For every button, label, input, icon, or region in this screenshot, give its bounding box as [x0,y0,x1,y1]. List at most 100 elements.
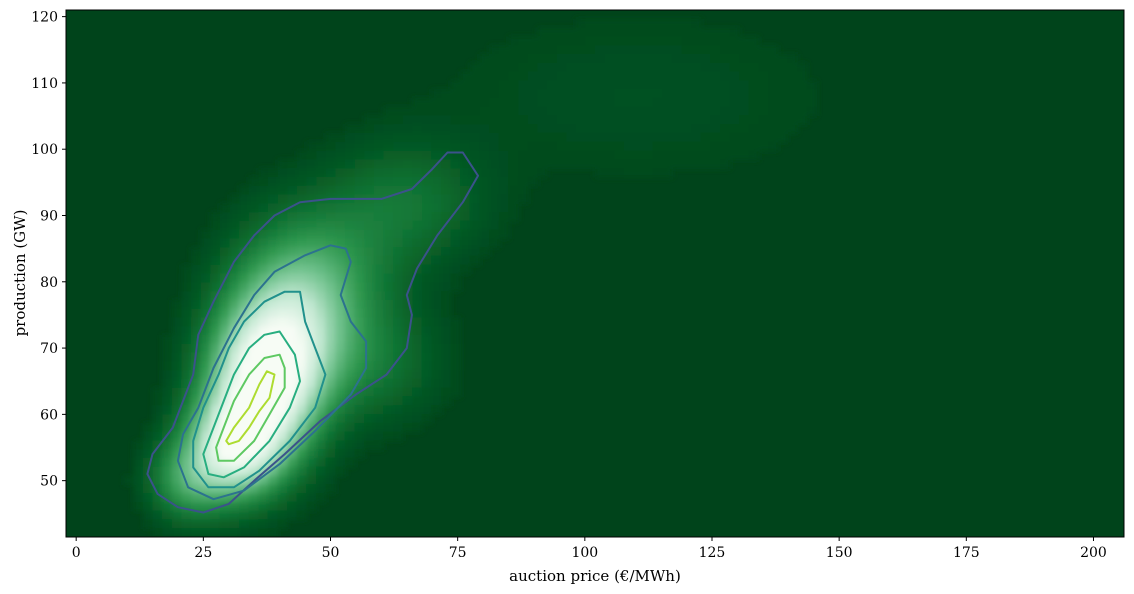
density-cell [595,150,606,161]
density-cell [364,317,375,327]
density-cell [383,370,394,380]
density-cell [152,396,163,407]
density-cell [287,352,298,363]
density-cell [258,203,269,213]
density-cell [373,291,385,301]
density-cell [498,45,510,55]
density-cell [431,317,442,327]
density-cell [710,150,721,161]
density-cell [316,343,327,354]
density-cell [566,80,577,90]
density-cell [239,519,250,530]
density-cell [691,62,702,73]
density-cell [335,352,346,363]
density-cell [248,194,260,205]
density-cell [364,396,375,407]
density-cell [518,194,529,205]
density-cell [546,80,558,90]
density-cell [402,396,414,407]
density-cell [181,501,192,512]
density-cell [489,62,500,73]
density-cell [364,352,375,363]
density-cell [681,53,692,64]
density-cell [344,229,356,240]
density-cell [287,361,298,371]
density-cell [441,378,452,389]
density-cell [277,378,289,389]
density-cell [316,273,327,284]
density-cell [239,194,250,205]
density-cell [662,97,673,108]
density-cell [393,141,404,152]
density-cell [229,501,240,512]
density-cell [306,352,317,363]
density-cell [258,291,269,301]
density-cell [335,370,346,380]
density-cell [191,493,202,503]
density-cell [296,168,308,178]
density-cell [614,132,625,143]
density-cell [508,194,519,205]
density-cell [393,150,404,161]
density-cell [335,159,346,169]
density-cell [739,71,750,82]
density-cell [575,159,587,169]
density-cell [393,431,404,442]
density-cell [710,36,721,46]
density-cell [691,36,702,46]
density-cell [729,62,741,73]
density-cell [691,89,702,99]
density-cell [421,124,433,134]
y-tick-label: 50 [40,474,58,490]
density-cell [373,431,385,442]
density-cell [575,62,587,73]
density-cell [585,27,596,38]
density-cell [643,71,654,82]
density-cell [518,62,529,73]
density-cell [412,387,423,398]
density-cell [219,212,231,222]
density-cell [758,132,769,143]
density-cell [662,27,673,38]
density-cell [469,247,481,257]
density-cell [460,124,471,134]
density-cell [354,396,365,407]
density-cell [354,334,365,345]
density-cell [267,282,279,292]
density-cell [335,343,346,354]
density-cell [306,449,317,459]
density-cell [652,159,664,169]
density-cell [364,440,375,450]
density-cell [344,326,356,336]
density-cell [489,97,500,108]
density-cell [671,53,683,64]
density-cell [681,124,692,134]
density-cell [546,141,558,152]
density-cell [566,124,577,134]
plot-frame [65,9,1125,538]
density-cell [219,264,231,275]
density-cell [450,334,462,345]
density-cell [623,80,635,90]
density-cell [335,176,346,187]
density-cell [316,326,327,336]
density-cell [267,466,279,477]
density-cell [200,299,212,310]
density-cell [267,299,279,310]
density-cell [133,466,144,477]
density-cell [383,396,394,407]
density-cell [316,238,327,248]
density-cell [306,431,317,442]
density-cell [614,168,625,178]
density-cell [441,282,452,292]
density-cell [219,247,231,257]
density-cell [431,396,442,407]
density-cell [267,255,279,266]
density-cell [739,89,750,99]
density-cell [460,89,471,99]
density-cell [614,36,625,46]
density-cell [585,141,596,152]
density-cell [171,396,183,407]
density-cell [662,71,673,82]
density-cell [267,334,279,345]
